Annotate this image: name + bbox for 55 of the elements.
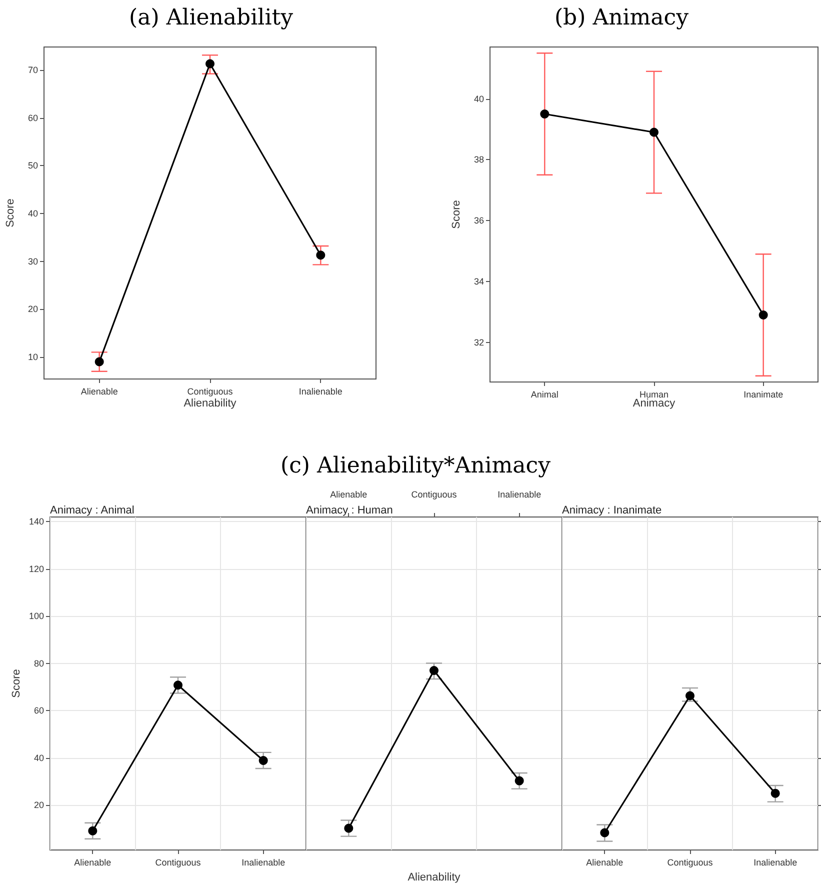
y-tick-label: 140 <box>28 516 44 527</box>
x-tick-label: Contiguous <box>155 858 202 868</box>
y-tick-label: 10 <box>28 352 38 362</box>
x-axis-title: Animacy <box>632 398 676 410</box>
chart-title: (b) Animacy <box>554 6 690 30</box>
x-tick-label: Alienable <box>330 490 368 500</box>
chart-subtitle: Animacy : Animal <box>50 504 134 516</box>
x-tick-label: Alienable <box>586 858 624 868</box>
y-tick-label: 32 <box>474 337 484 348</box>
point <box>206 59 214 68</box>
y-tick-label: 40 <box>474 94 484 104</box>
x-tick-label: Contiguous <box>667 858 714 868</box>
point <box>94 357 104 366</box>
x-tick-label: Alienable <box>74 858 112 868</box>
y-tick-label: 80 <box>34 658 44 668</box>
x-tick-label: Alienable <box>80 386 118 396</box>
x-axis-title: Alienability <box>184 398 237 410</box>
point <box>316 250 326 260</box>
x-axis-title: Alienability <box>408 872 461 884</box>
y-tick-label: 38 <box>474 154 484 165</box>
x-tick-label: Contiguous <box>411 490 458 500</box>
y-tick-label: 40 <box>28 208 38 218</box>
y-tick-label: 40 <box>34 752 44 763</box>
point <box>758 310 768 320</box>
x-tick-label: Human <box>639 390 669 400</box>
y-tick-label: 30 <box>28 256 38 266</box>
chart-title: (a) Alienability <box>128 6 294 30</box>
y-axis-title: Score <box>450 200 462 229</box>
chart-subtitle: Animacy : Inanimate <box>562 504 662 516</box>
y-tick-label: 70 <box>28 64 38 75</box>
y-tick-label: 20 <box>28 304 38 314</box>
y-tick-label: 60 <box>34 706 44 716</box>
point <box>88 826 98 836</box>
x-tick-label: Contiguous <box>187 386 234 396</box>
point <box>650 128 658 137</box>
point <box>258 756 268 765</box>
y-tick-label: 60 <box>28 112 38 123</box>
chart-subtitle: Animacy : Human <box>306 504 393 516</box>
point <box>174 680 182 690</box>
y-tick-label: 36 <box>474 216 484 226</box>
y-tick-label: 100 <box>28 611 44 622</box>
y-tick-label: 50 <box>28 160 38 171</box>
x-tick-label: Inanimate <box>744 390 784 400</box>
chart-title: (c) Alienability*Animacy <box>280 454 552 478</box>
y-tick-label: 120 <box>28 564 44 574</box>
x-tick-label: Animal <box>530 390 558 400</box>
x-tick-label: Inalienable <box>298 386 342 396</box>
y-tick-label: 20 <box>34 800 44 810</box>
point <box>540 110 550 118</box>
x-tick-label: Inalienable <box>242 858 286 868</box>
y-axis-title: Score <box>10 669 22 698</box>
y-axis-title: Score <box>4 198 16 228</box>
x-tick-label: Inalienable <box>498 490 542 500</box>
x-tick-label: Inalienable <box>754 858 798 868</box>
y-tick-label: 34 <box>474 276 484 286</box>
